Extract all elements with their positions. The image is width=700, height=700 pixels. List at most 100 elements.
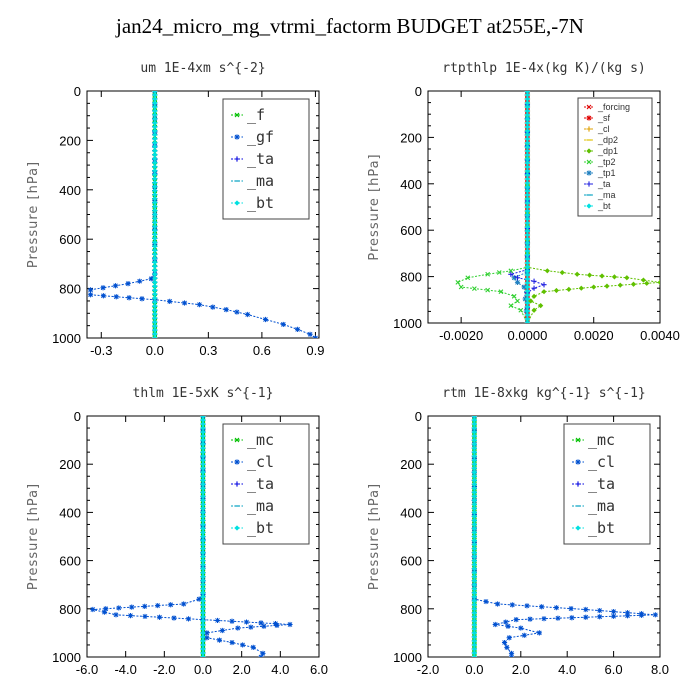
series-marker-_cl (597, 614, 603, 620)
series-marker-_cl (261, 623, 267, 629)
series-marker-_cl (274, 622, 280, 628)
series-marker-_cl (142, 613, 148, 620)
series-marker-_cl (219, 627, 225, 634)
series-marker-_cl (155, 602, 161, 609)
series-marker-_bt (471, 517, 477, 524)
series-marker-_cl (168, 602, 174, 608)
series-marker-_bt (152, 311, 158, 317)
series-marker-_bt (200, 562, 206, 568)
series-marker-_bt (524, 288, 531, 294)
series-marker-_bt (200, 582, 206, 588)
series-marker-_ta (541, 282, 547, 288)
series-marker-_bt (152, 207, 158, 214)
series-marker-_bt (152, 307, 158, 313)
series-marker-_cl (555, 615, 561, 621)
series-marker-_bt (152, 187, 158, 194)
y-tick-label: 200 (59, 457, 81, 472)
series-marker-_cl (568, 605, 574, 612)
series-marker-_cl (503, 619, 509, 625)
series-marker-_bt (152, 172, 158, 178)
series-marker-_bt (152, 287, 158, 293)
series-marker-_tp1 (514, 279, 521, 285)
series-marker-_tp2 (508, 303, 514, 308)
series-marker-_bt (152, 168, 158, 174)
series-marker-_cl (583, 606, 589, 613)
series-marker-_bt (524, 152, 531, 158)
series-marker-_bt (152, 219, 158, 226)
series-marker-_bt (200, 505, 206, 511)
series-marker-_cl (505, 623, 511, 629)
series-marker-_cl (181, 601, 187, 607)
x-tick-label: 0.6 (253, 343, 271, 358)
panel-title: thlm 1E-5xK s^{-1} (133, 386, 274, 401)
series-marker-_gf (223, 306, 229, 313)
x-tick-label: 0.0 (465, 662, 483, 677)
series-marker-_bt (524, 244, 531, 250)
series-marker-_bt (471, 416, 477, 419)
legend-marker (586, 148, 592, 154)
series-marker-_bt (524, 240, 531, 246)
series-marker-_gf (307, 331, 313, 337)
series-marker-_bt (200, 529, 206, 536)
series-marker-_gf (234, 309, 240, 315)
series-marker-_bt (524, 276, 531, 282)
series-marker-_bt (471, 626, 477, 632)
series-marker-_bt (471, 614, 477, 620)
series-marker-_bt (471, 618, 477, 624)
series-marker-_cl (142, 603, 148, 609)
series-marker-_bt (152, 227, 158, 234)
series-marker-_tp2 (511, 293, 517, 299)
series-marker-_bt (471, 417, 477, 423)
series-marker-_bt (152, 195, 158, 202)
series-marker-_bt (152, 144, 158, 150)
series-marker-_gf (262, 316, 269, 323)
series-marker-_bt (471, 429, 477, 435)
series-marker-_gf (125, 281, 131, 287)
series-marker-_bt (200, 477, 206, 483)
series-marker-_cl (506, 635, 512, 641)
series-marker-_tp1 (521, 284, 527, 290)
series-marker-_bt (152, 275, 158, 281)
legend-entry: _cl (247, 453, 274, 471)
series-marker-_bt (471, 461, 477, 467)
legend-entry: _sf (597, 113, 611, 123)
legend-entry: _dp2 (597, 135, 618, 145)
x-tick-label: -6.0 (76, 662, 98, 677)
series-marker-_bt (152, 92, 158, 98)
series-marker-_bt (152, 211, 158, 218)
series-marker-_cl (260, 650, 266, 656)
series-marker-_bt (152, 203, 158, 210)
y-tick-label: 200 (59, 133, 81, 148)
series-marker-_gf (312, 335, 319, 338)
series-marker-_cl (518, 625, 524, 631)
series-marker-_bt (471, 501, 477, 507)
series-marker-_bt (471, 566, 477, 572)
series-marker-_bt (152, 323, 158, 329)
series-marker-_bt (152, 255, 158, 261)
series-marker-_bt (200, 489, 206, 495)
legend-entry: _forcing (597, 102, 630, 112)
series-marker-_cl (501, 639, 508, 646)
series-marker-_bt (152, 164, 158, 170)
series-marker-_bt (200, 461, 206, 467)
legend-marker (575, 525, 581, 531)
legend-entry: _bt (588, 519, 615, 537)
legend-marker (575, 459, 581, 465)
series-marker-_bt (524, 116, 531, 122)
legend-marker (234, 437, 240, 443)
data-layer (90, 416, 293, 657)
series-marker-_bt (200, 457, 206, 463)
series-marker-_bt (200, 513, 206, 520)
legend-entry: _bt (247, 194, 274, 212)
series-marker-_gf (167, 298, 173, 304)
legend-marker (575, 437, 581, 443)
series-marker-_bt (524, 112, 531, 118)
series-marker-_bt (524, 91, 531, 94)
series-marker-_bt (471, 489, 477, 495)
series-marker-_bt (524, 92, 531, 98)
y-tick-label: 800 (400, 270, 422, 285)
series-marker-_bt (152, 100, 158, 106)
data-layer (455, 91, 660, 323)
series-marker-_cl (258, 654, 264, 657)
series-marker-_bt (471, 622, 477, 628)
